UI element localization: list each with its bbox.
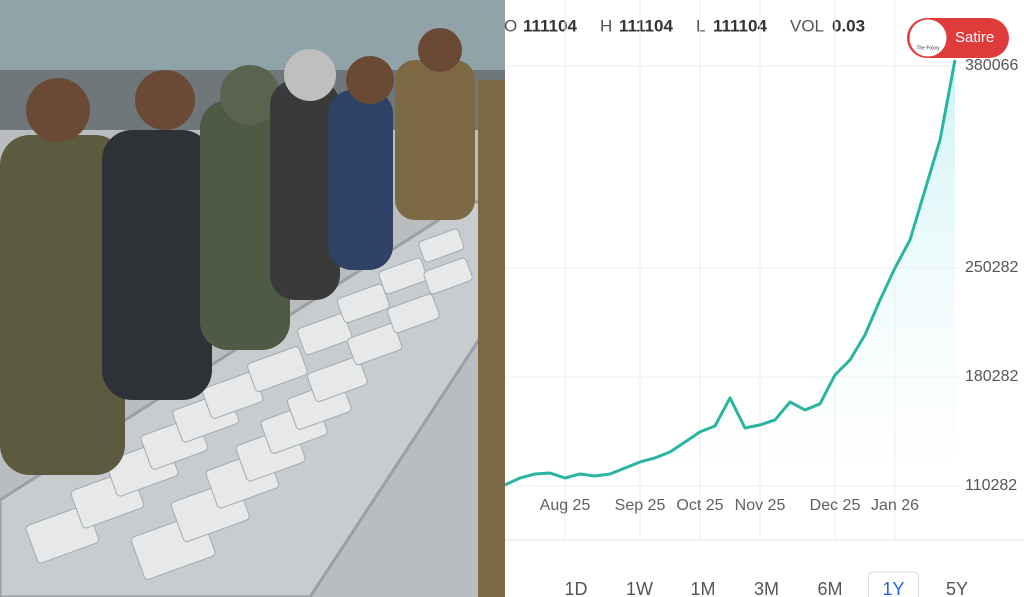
range-selector: 1D 1W 1M 3M 6M 1Y 5Y bbox=[564, 571, 968, 597]
y-tick-label: 380066 bbox=[965, 57, 1018, 74]
photo bbox=[0, 0, 507, 597]
quote-label: H bbox=[600, 16, 612, 35]
range-button[interactable]: 3M bbox=[754, 579, 779, 597]
y-tick-label: 180282 bbox=[965, 368, 1018, 385]
range-button[interactable]: 1W bbox=[626, 579, 653, 597]
area bbox=[505, 59, 955, 540]
satire-badge: The Foxxy Satire bbox=[907, 18, 1009, 58]
range-button[interactable]: 1Y bbox=[882, 579, 904, 597]
quote-value: 111104 bbox=[523, 16, 577, 35]
range-button[interactable]: 1D bbox=[564, 579, 587, 597]
photo-silver-bars bbox=[25, 228, 473, 580]
quote-value: 111104 bbox=[619, 16, 673, 35]
plot: Aug 25Sep 25Oct 25Nov 25Dec 25Jan 261102… bbox=[504, 0, 1024, 541]
range-selected bbox=[868, 571, 919, 597]
photo-people bbox=[0, 28, 505, 597]
range-button[interactable]: 1M bbox=[690, 579, 715, 597]
quote-value: 111104 bbox=[713, 16, 767, 35]
quote-label: VOL bbox=[790, 16, 824, 35]
quote-header: O 111104 H 111104 L 111104 VOL 0.03 bbox=[504, 16, 865, 35]
badge-logo bbox=[908, 18, 948, 58]
y-tick-label: 110282 bbox=[965, 477, 1017, 494]
range-button[interactable]: 6M bbox=[817, 579, 842, 597]
line bbox=[504, 59, 957, 487]
quote-value: 0.03 bbox=[832, 16, 865, 35]
y-tick-label: 250282 bbox=[965, 259, 1018, 276]
quote-label: O bbox=[504, 16, 517, 35]
badge-label: Satire bbox=[955, 29, 994, 46]
badge-brand: The Foxxy bbox=[916, 45, 940, 51]
range-button[interactable]: 5Y bbox=[946, 579, 968, 597]
quote-label: L bbox=[696, 16, 705, 35]
